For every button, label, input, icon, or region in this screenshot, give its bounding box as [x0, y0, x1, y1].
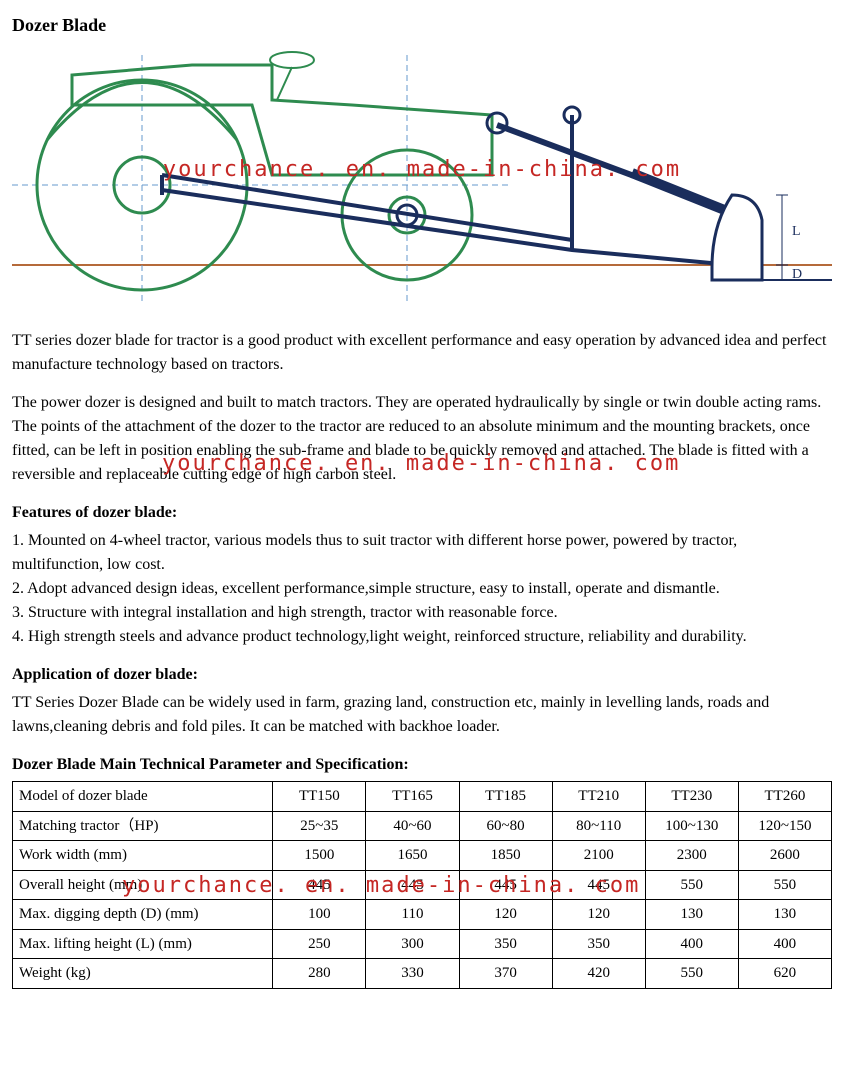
features-list: 1. Mounted on 4-wheel tractor, various m… [12, 529, 831, 649]
table-cell: 620 [738, 959, 831, 989]
table-cell: 445 [552, 870, 645, 900]
spec-heading: Dozer Blade Main Technical Parameter and… [12, 753, 831, 777]
table-cell: 550 [738, 870, 831, 900]
table-cell: 300 [366, 929, 459, 959]
table-cell: 1850 [459, 841, 552, 871]
table-cell: 100~130 [645, 811, 738, 841]
table-row: Matching tractor（HP)25~3540~6060~8080~11… [13, 811, 832, 841]
table-rowhead: Weight (kg) [13, 959, 273, 989]
table-row: Weight (kg)280330370420550620 [13, 959, 832, 989]
table-row: Max. digging depth (D) (mm)1001101201201… [13, 900, 832, 930]
table-header-cell: TT150 [273, 782, 366, 812]
feature-item: 1. Mounted on 4-wheel tractor, various m… [12, 529, 831, 577]
table-cell: 370 [459, 959, 552, 989]
table-header-cell: TT185 [459, 782, 552, 812]
table-cell: 330 [366, 959, 459, 989]
table-header-cell: TT165 [366, 782, 459, 812]
table-cell: 350 [459, 929, 552, 959]
table-cell: 130 [738, 900, 831, 930]
description-block: TT series dozer blade for tractor is a g… [12, 329, 831, 487]
application-text: TT Series Dozer Blade can be widely used… [12, 691, 831, 739]
table-cell: 130 [645, 900, 738, 930]
table-row: Overall height (mm)445445445445550550 [13, 870, 832, 900]
table-cell: 1650 [366, 841, 459, 871]
table-rowhead: Max. digging depth (D) (mm) [13, 900, 273, 930]
table-cell: 400 [645, 929, 738, 959]
table-rowhead: Model of dozer blade [13, 782, 273, 812]
features-heading: Features of dozer blade: [12, 501, 831, 525]
intro-paragraph-2: The power dozer is designed and built to… [12, 391, 831, 487]
table-cell: 120 [459, 900, 552, 930]
table-rowhead: Work width (mm) [13, 841, 273, 871]
table-rowhead: Max. lifting height (L) (mm) [13, 929, 273, 959]
table-cell: 100 [273, 900, 366, 930]
table-cell: 445 [366, 870, 459, 900]
table-cell: 60~80 [459, 811, 552, 841]
application-heading: Application of dozer blade: [12, 663, 831, 687]
diagram-label-l: L [792, 224, 801, 239]
feature-item: 4. High strength steels and advance prod… [12, 625, 831, 649]
table-cell: 445 [273, 870, 366, 900]
table-rowhead: Matching tractor（HP) [13, 811, 273, 841]
intro-paragraph-1: TT series dozer blade for tractor is a g… [12, 329, 831, 377]
table-cell: 550 [645, 870, 738, 900]
diagram-label-d: D [792, 267, 802, 282]
table-row: Max. lifting height (L) (mm)250300350350… [13, 929, 832, 959]
table-cell: 2600 [738, 841, 831, 871]
table-cell: 2300 [645, 841, 738, 871]
feature-item: 3. Structure with integral installation … [12, 601, 831, 625]
table-cell: 350 [552, 929, 645, 959]
table-cell: 1500 [273, 841, 366, 871]
table-cell: 550 [645, 959, 738, 989]
table-cell: 80~110 [552, 811, 645, 841]
table-cell: 40~60 [366, 811, 459, 841]
table-rowhead: Overall height (mm) [13, 870, 273, 900]
diagram-svg: L D [12, 45, 832, 315]
table-cell: 445 [459, 870, 552, 900]
table-cell: 120 [552, 900, 645, 930]
page-title: Dozer Blade [12, 12, 831, 39]
table-cell: 250 [273, 929, 366, 959]
spec-table: Model of dozer bladeTT150TT165TT185TT210… [12, 781, 832, 989]
table-cell: 25~35 [273, 811, 366, 841]
table-header-cell: TT230 [645, 782, 738, 812]
table-row: Work width (mm)150016501850210023002600 [13, 841, 832, 871]
feature-item: 2. Adopt advanced design ideas, excellen… [12, 577, 831, 601]
table-cell: 2100 [552, 841, 645, 871]
tractor-blade-diagram: L D yourchance. en. made-in-china. com [12, 45, 832, 315]
table-cell: 280 [273, 959, 366, 989]
table-header-cell: TT210 [552, 782, 645, 812]
spec-table-wrap: Model of dozer bladeTT150TT165TT185TT210… [12, 781, 831, 989]
table-cell: 420 [552, 959, 645, 989]
table-cell: 110 [366, 900, 459, 930]
table-header-cell: TT260 [738, 782, 831, 812]
table-cell: 120~150 [738, 811, 831, 841]
table-cell: 400 [738, 929, 831, 959]
